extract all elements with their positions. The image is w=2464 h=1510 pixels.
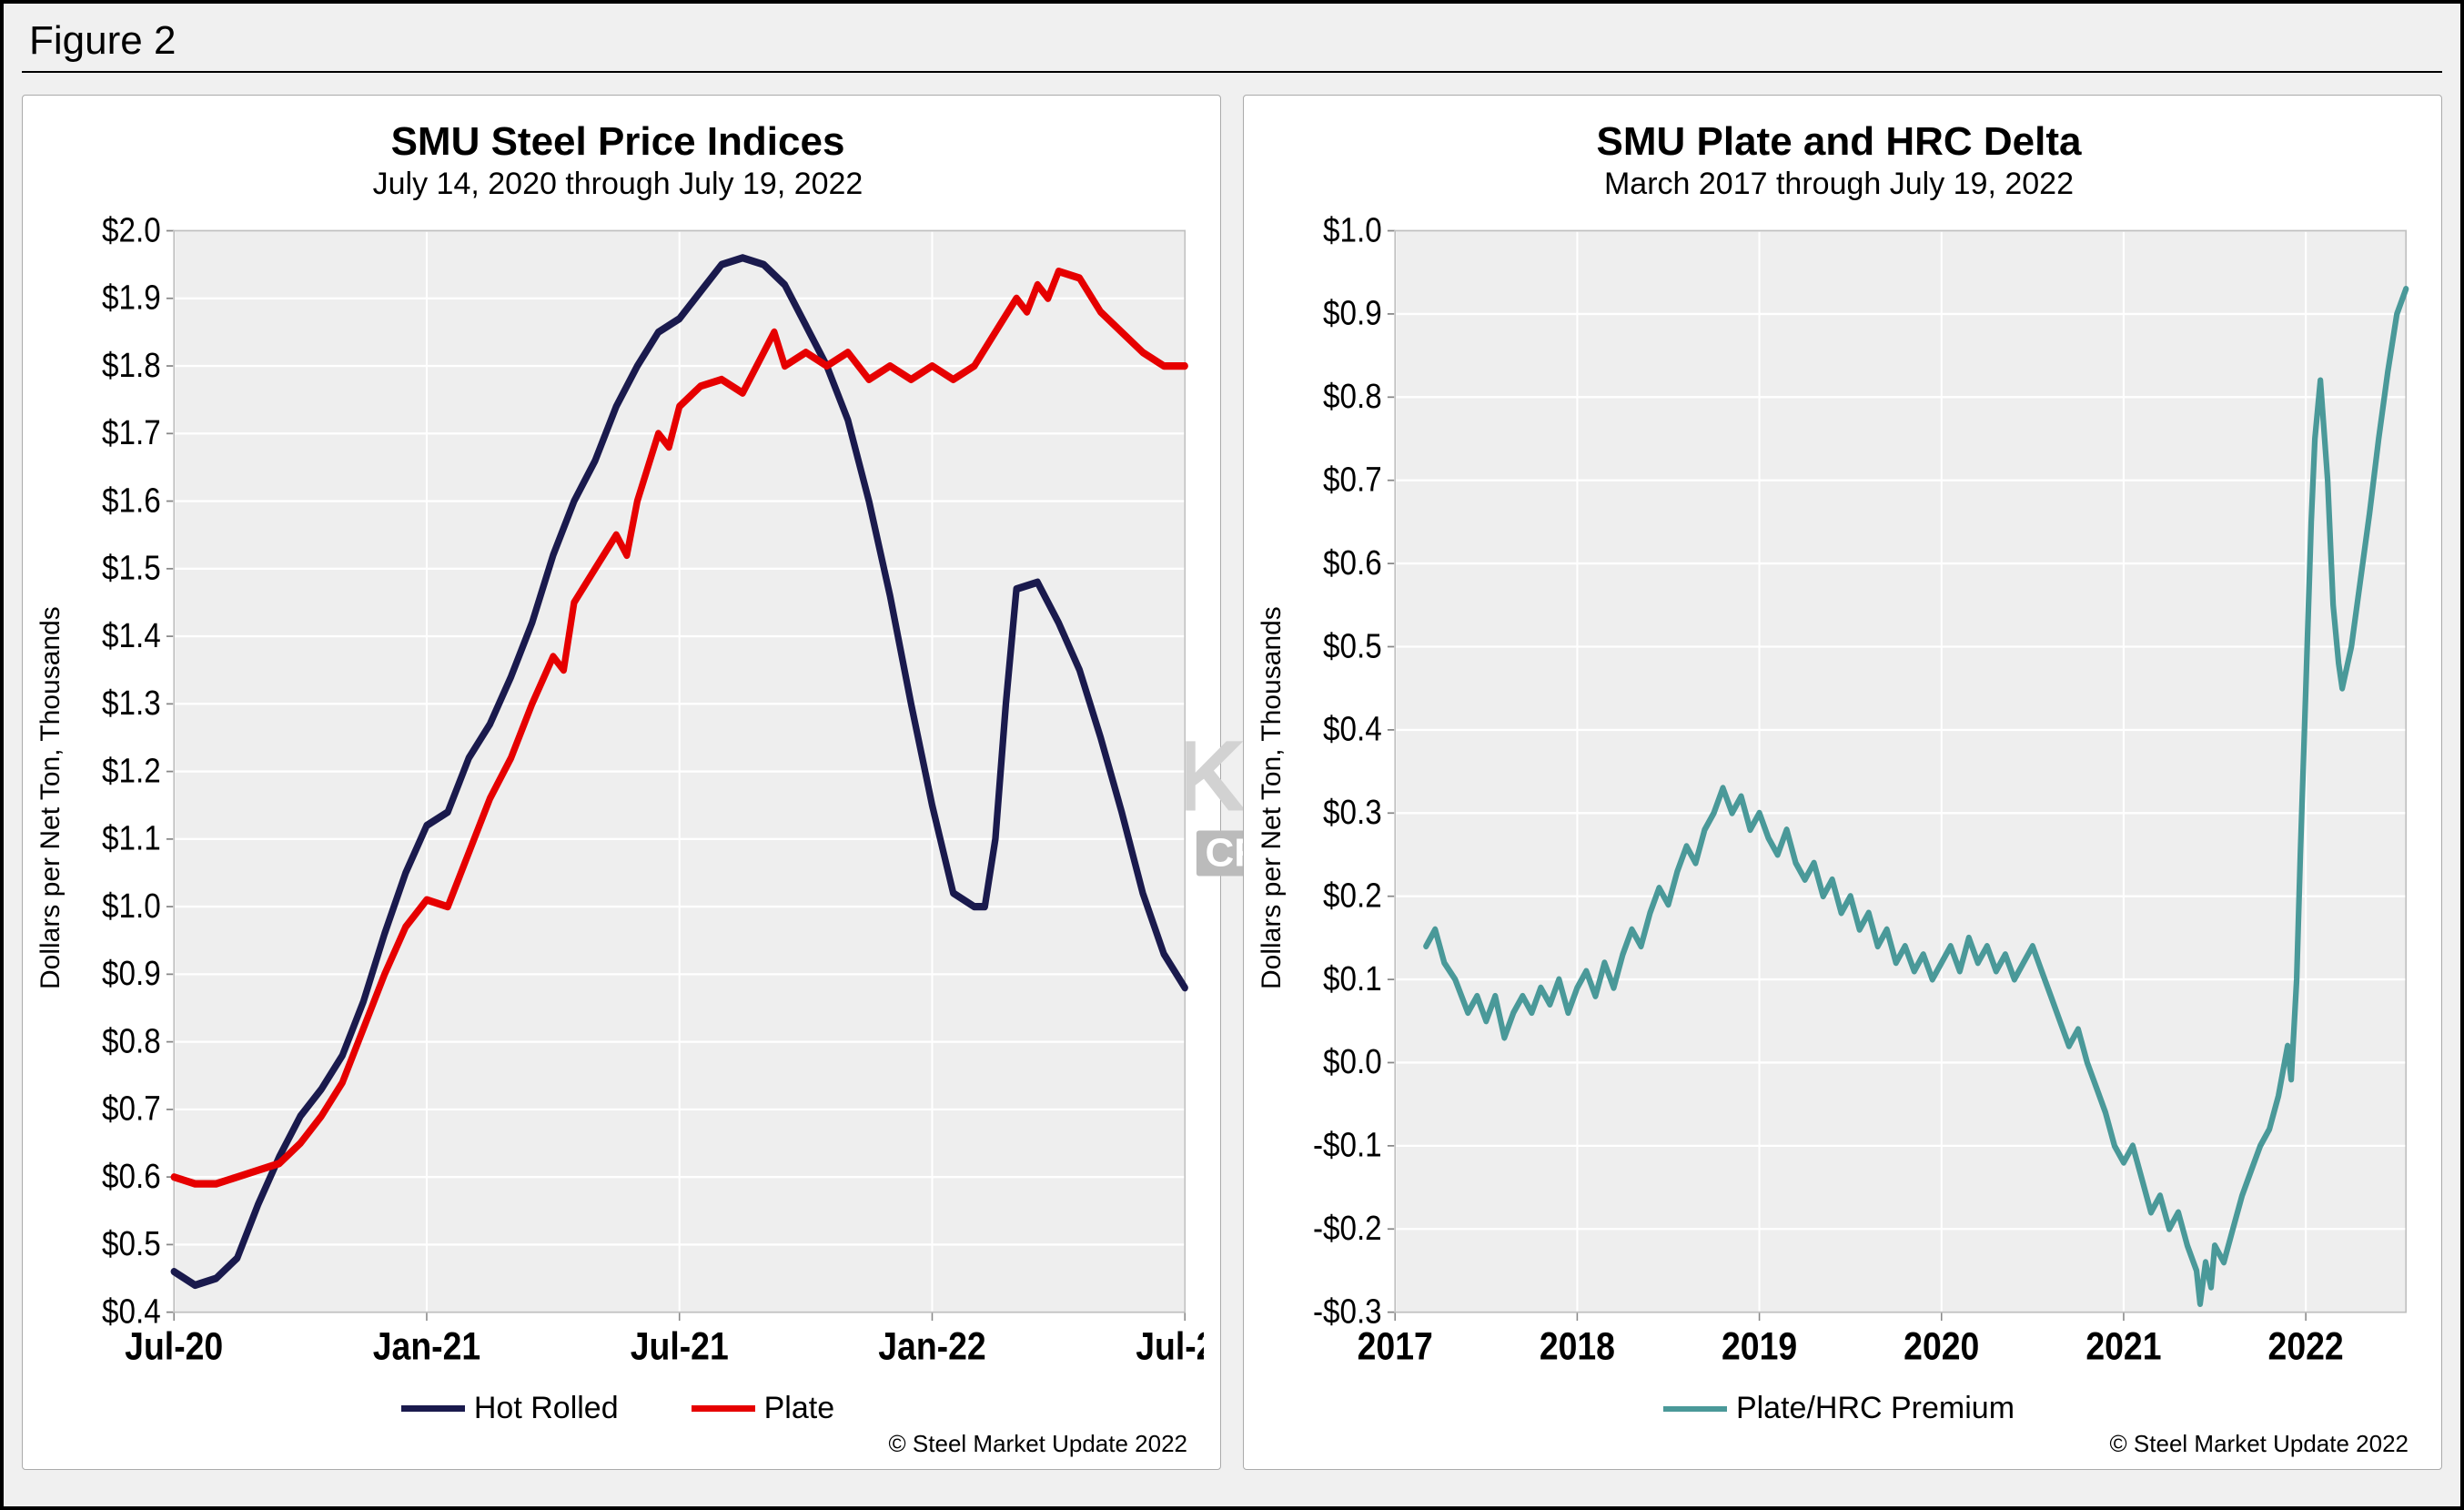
- svg-text:$0.2: $0.2: [1323, 877, 1382, 915]
- svg-text:2020: 2020: [1904, 1325, 1979, 1368]
- svg-text:$0.6: $0.6: [102, 1157, 161, 1195]
- legend-label: Plate/HRC Premium: [1736, 1391, 2015, 1426]
- right-chart-title: SMU Plate and HRC Delta: [1253, 119, 2425, 165]
- svg-text:2021: 2021: [2085, 1325, 2161, 1368]
- figure-container: Figure 2 SMU Steel Price Indices July 14…: [0, 0, 2464, 1510]
- svg-text:$1.7: $1.7: [102, 413, 161, 451]
- legend-swatch: [692, 1405, 755, 1412]
- svg-text:$2.0: $2.0: [102, 210, 161, 248]
- right-legend: Plate/HRC Premium: [1253, 1387, 2425, 1428]
- svg-text:$1.8: $1.8: [102, 346, 161, 384]
- svg-text:$1.6: $1.6: [102, 481, 161, 519]
- svg-text:-$0.2: -$0.2: [1313, 1209, 1382, 1247]
- left-plot-wrap: Dollars per Net Ton, Thousands STEEL MAR…: [32, 209, 1204, 1387]
- legend-swatch: [401, 1405, 465, 1412]
- legend-item: Plate/HRC Premium: [1663, 1391, 2015, 1426]
- svg-text:$0.5: $0.5: [1323, 626, 1382, 664]
- svg-text:$1.1: $1.1: [102, 819, 161, 857]
- svg-text:$1.3: $1.3: [102, 684, 161, 722]
- legend-swatch: [1663, 1406, 1727, 1412]
- svg-text:$0.7: $0.7: [1323, 461, 1382, 499]
- svg-text:$0.3: $0.3: [1323, 793, 1382, 831]
- svg-text:$0.6: $0.6: [1323, 543, 1382, 582]
- right-plot-wrap: Dollars per Net Ton, Thousands -$0.3-$0.…: [1253, 209, 2425, 1387]
- svg-text:$1.9: $1.9: [102, 279, 161, 317]
- legend-label: Plate: [764, 1391, 835, 1426]
- left-copyright: © Steel Market Update 2022: [32, 1428, 1204, 1460]
- left-y-axis-label: Dollars per Net Ton, Thousands: [32, 209, 70, 1387]
- svg-text:Jul-20: Jul-20: [125, 1325, 223, 1368]
- svg-text:Jul-21: Jul-21: [631, 1325, 729, 1368]
- svg-text:Jan-22: Jan-22: [878, 1325, 985, 1368]
- svg-text:Jan-21: Jan-21: [373, 1325, 480, 1368]
- svg-text:2022: 2022: [2268, 1325, 2344, 1368]
- right-panel: SMU Plate and HRC Delta March 2017 throu…: [1243, 95, 2442, 1470]
- svg-text:$1.0: $1.0: [1323, 210, 1382, 248]
- right-copyright: © Steel Market Update 2022: [1253, 1428, 2425, 1460]
- legend-item: Hot Rolled: [401, 1391, 619, 1426]
- legend-label: Hot Rolled: [474, 1391, 619, 1426]
- svg-text:$0.1: $0.1: [1323, 959, 1382, 998]
- svg-text:2019: 2019: [1722, 1325, 1797, 1368]
- svg-text:$0.9: $0.9: [102, 954, 161, 992]
- svg-text:$0.0: $0.0: [1323, 1042, 1382, 1080]
- svg-text:$1.5: $1.5: [102, 549, 161, 587]
- left-chart-subtitle: July 14, 2020 through July 19, 2022: [32, 167, 1204, 202]
- svg-text:Jul-22: Jul-22: [1136, 1325, 1204, 1368]
- svg-text:$0.8: $0.8: [1323, 377, 1382, 415]
- svg-text:$0.4: $0.4: [1323, 710, 1382, 748]
- svg-text:$0.9: $0.9: [1323, 294, 1382, 332]
- right-chart-subtitle: March 2017 through July 19, 2022: [1253, 167, 2425, 202]
- right-plot-area: -$0.3-$0.2-$0.1$0.0$0.1$0.2$0.3$0.4$0.5$…: [1291, 209, 2425, 1387]
- svg-text:$0.8: $0.8: [102, 1021, 161, 1059]
- svg-text:$0.7: $0.7: [102, 1089, 161, 1128]
- legend-item: Plate: [692, 1391, 835, 1426]
- left-panel: SMU Steel Price Indices July 14, 2020 th…: [22, 95, 1221, 1470]
- left-chart-title: SMU Steel Price Indices: [32, 119, 1204, 165]
- left-legend: Hot Rolled Plate: [32, 1387, 1204, 1428]
- svg-text:2018: 2018: [1540, 1325, 1615, 1368]
- svg-text:$0.5: $0.5: [102, 1224, 161, 1262]
- svg-text:-$0.1: -$0.1: [1313, 1126, 1382, 1164]
- svg-text:$1.4: $1.4: [102, 616, 161, 654]
- right-y-axis-label: Dollars per Net Ton, Thousands: [1253, 209, 1291, 1387]
- panels-row: SMU Steel Price Indices July 14, 2020 th…: [4, 73, 2460, 1488]
- svg-text:2017: 2017: [1358, 1325, 1433, 1368]
- svg-text:$1.0: $1.0: [102, 887, 161, 925]
- figure-label: Figure 2: [4, 4, 2460, 71]
- left-plot-area: STEEL MARKET UPDATE part of the CRU Grou…: [70, 209, 1204, 1387]
- svg-text:$1.2: $1.2: [102, 751, 161, 789]
